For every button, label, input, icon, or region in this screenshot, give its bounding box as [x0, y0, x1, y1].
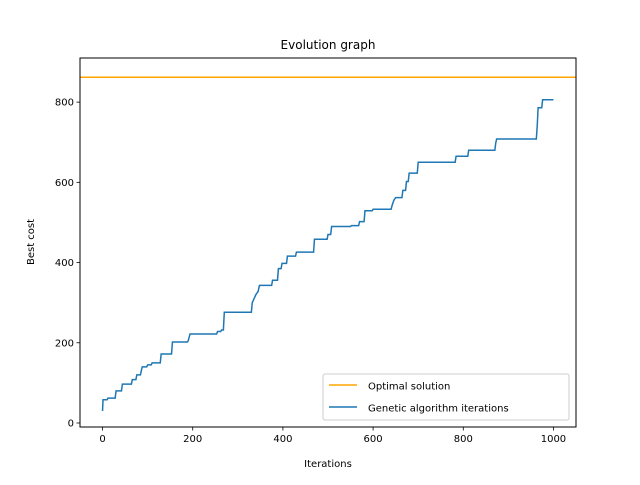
x-axis-label: Iterations — [304, 459, 352, 470]
y-tick-label: 800 — [55, 98, 74, 109]
y-tick-label: 0 — [68, 418, 74, 429]
y-tick-label: 600 — [55, 178, 74, 189]
plot-area — [80, 76, 576, 411]
legend-label-genetic-algorithm: Genetic algorithm iterations — [368, 404, 509, 415]
y-axis-label: Best cost — [26, 219, 37, 265]
plot-frame — [79, 57, 577, 428]
y-tick-label: 200 — [55, 338, 74, 349]
legend: Optimal solution Genetic algorithm itera… — [322, 373, 570, 421]
x-tick-label: 1000 — [541, 434, 566, 445]
x-tick-label: 200 — [183, 434, 202, 445]
legend-box — [322, 373, 570, 421]
chart-title: Evolution graph — [281, 38, 376, 52]
y-axis-ticks: 0 200 400 600 800 — [55, 98, 80, 429]
x-tick-label: 600 — [364, 434, 383, 445]
series-line-genetic-algorithm — [101, 98, 554, 411]
x-tick-label: 0 — [99, 434, 105, 445]
y-tick-label: 400 — [55, 258, 74, 269]
x-tick-label: 400 — [273, 434, 292, 445]
legend-label-optimal-solution: Optimal solution — [368, 382, 450, 393]
x-tick-label: 800 — [454, 434, 473, 445]
x-axis-ticks: 0 200 400 600 800 1000 — [99, 427, 566, 445]
